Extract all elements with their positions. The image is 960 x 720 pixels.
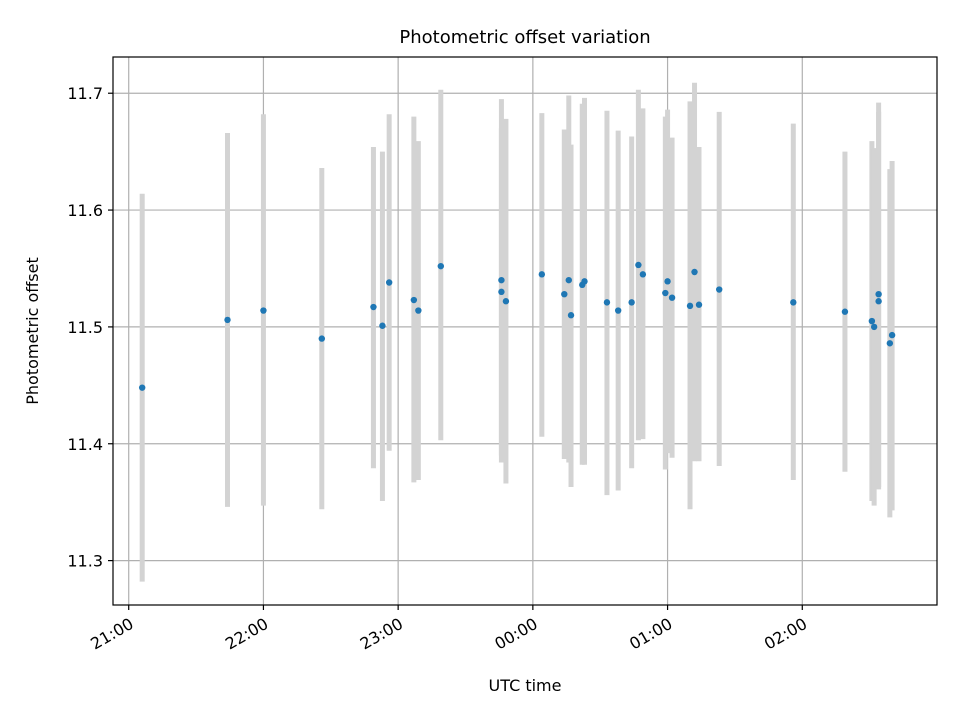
plot-frame [112, 56, 938, 606]
data-point [686, 302, 694, 310]
data-point [437, 262, 445, 270]
data-point [498, 276, 505, 284]
data-point [318, 335, 326, 342]
data-point [662, 289, 669, 297]
data-point [691, 268, 698, 276]
data-point [886, 340, 894, 347]
data-point [790, 299, 797, 306]
data-point [410, 296, 418, 304]
x-axis-label: UTC time [489, 676, 562, 695]
data-point [138, 384, 146, 391]
data-point [260, 307, 267, 314]
y-tick-label: 11.7 [67, 84, 103, 103]
y-tick-label: 11.5 [67, 318, 103, 337]
data-point [538, 271, 546, 278]
data-point [841, 308, 849, 315]
data-point [628, 299, 635, 306]
data-point [502, 298, 510, 305]
y-axis-ticks: 11.3 11.4 11.5 11.6 11.7 [67, 84, 113, 571]
data-point [581, 278, 588, 285]
data-point [498, 288, 505, 296]
data-point [224, 316, 231, 324]
data-point [716, 286, 723, 293]
data-point [603, 299, 611, 306]
data-point [695, 301, 703, 308]
data-point [614, 307, 622, 314]
data-point [639, 271, 647, 278]
data-point [379, 322, 386, 329]
data-point [385, 279, 393, 286]
data-point [868, 317, 876, 325]
data-point [870, 323, 878, 331]
y-tick-label: 11.6 [67, 201, 103, 220]
data-point [567, 312, 575, 319]
y-axis-label: Photometric offset [23, 257, 42, 405]
data-points [138, 261, 896, 391]
data-point [888, 331, 896, 339]
data-point [875, 298, 882, 305]
data-point [415, 307, 422, 314]
data-point [875, 290, 882, 298]
y-tick-label: 11.3 [67, 552, 103, 571]
data-point [664, 278, 671, 285]
data-point [668, 294, 676, 301]
data-point [370, 303, 377, 311]
data-point [565, 276, 572, 284]
data-point [561, 290, 568, 298]
chart-title: Photometric offset variation [399, 27, 650, 48]
data-point [635, 261, 642, 269]
y-tick-label: 11.4 [67, 435, 103, 454]
